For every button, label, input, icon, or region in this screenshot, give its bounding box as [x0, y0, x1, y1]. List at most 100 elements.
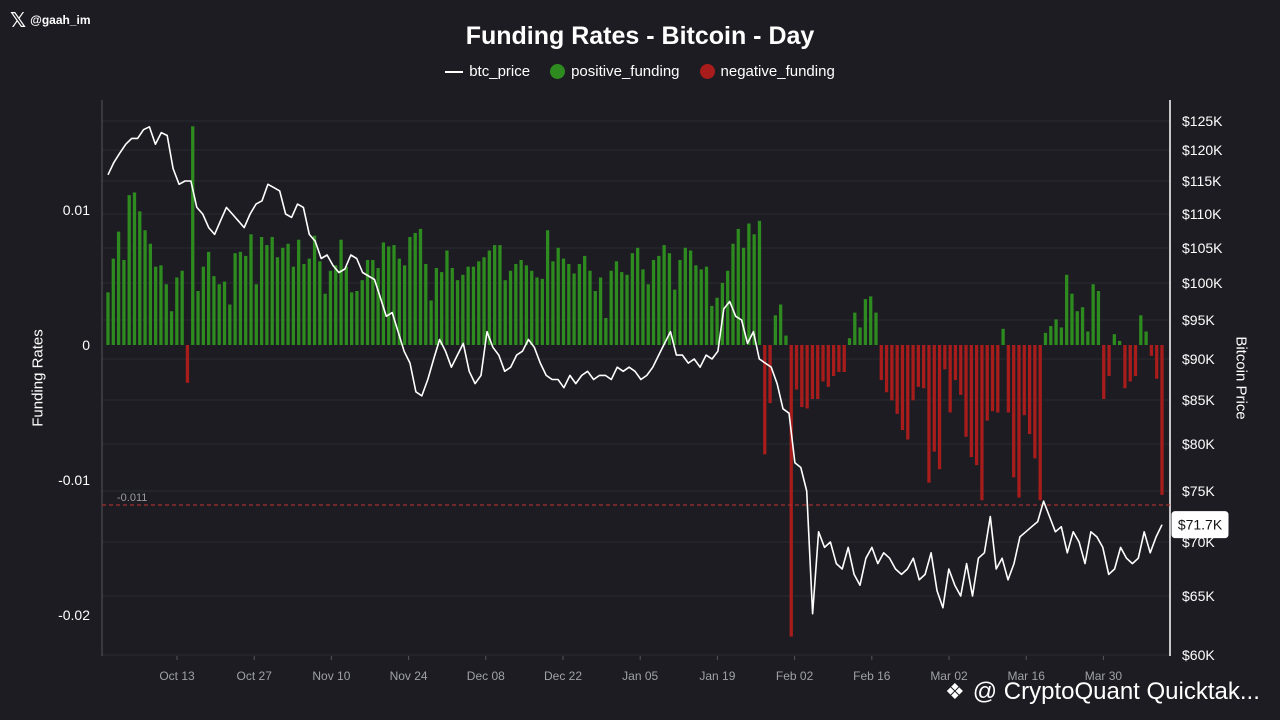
positive-funding-bar — [244, 255, 248, 345]
positive-funding-bar — [1091, 284, 1095, 345]
negative-funding-bar — [826, 345, 830, 387]
negative-funding-bar — [831, 345, 836, 377]
positive-funding-bar — [477, 261, 481, 345]
positive-funding-bar — [297, 239, 301, 345]
negative-funding-bar — [943, 345, 947, 370]
positive-funding-bar — [651, 259, 656, 345]
positive-funding-bar — [106, 292, 110, 345]
x-tick-label: Oct 27 — [237, 669, 273, 683]
positive-funding-bar — [1001, 328, 1005, 345]
left-tick-label: -0.02 — [58, 607, 90, 623]
negative-funding-bar — [953, 345, 958, 381]
x-tick-label: Oct 13 — [159, 669, 195, 683]
right-tick-label: $115K — [1182, 173, 1222, 189]
positive-funding-bar — [445, 250, 449, 345]
positive-funding-bar — [593, 291, 597, 345]
positive-funding-bar — [1117, 340, 1122, 345]
negative-funding-bar — [1012, 345, 1016, 478]
positive-funding-bar — [641, 269, 645, 345]
positive-funding-bar — [1059, 327, 1064, 345]
positive-funding-bar — [503, 280, 507, 345]
positive-funding-bar — [1043, 332, 1048, 345]
positive-funding-bar — [530, 270, 534, 345]
positive-funding-bar — [609, 270, 613, 345]
legend-item-btc-price[interactable]: btc_price — [445, 63, 530, 80]
negative-funding-bar — [1107, 345, 1111, 377]
positive-funding-bar — [482, 257, 486, 345]
positive-funding-bar — [275, 257, 280, 345]
positive-funding-bar — [138, 211, 142, 345]
positive-funding-bar — [493, 245, 497, 345]
negative-funding-bar — [890, 345, 894, 401]
positive-funding-bar — [334, 265, 338, 345]
positive-funding-bar — [392, 245, 396, 345]
left-tick-label: -0.01 — [58, 472, 90, 488]
x-tick-label: Jan 19 — [699, 669, 735, 683]
author-handle-text: @gaah_im — [30, 13, 91, 27]
positive-funding-bar — [773, 315, 777, 345]
positive-funding-bar — [376, 268, 380, 345]
positive-funding-bar — [450, 268, 454, 345]
positive-funding-bar — [614, 261, 619, 345]
positive-funding-bar — [847, 338, 852, 345]
right-tick-label: $110K — [1182, 206, 1222, 222]
negative-funding-bar — [916, 345, 921, 387]
negative-funding-bar — [1027, 345, 1032, 435]
positive-funding-bar — [863, 299, 868, 345]
negative-funding-bar — [964, 345, 968, 437]
positive-funding-bar — [710, 305, 714, 345]
right-tick-label: $95K — [1182, 312, 1215, 328]
x-tick-label: Jan 05 — [622, 669, 658, 683]
positive-funding-bar — [397, 258, 401, 345]
positive-funding-bar — [1139, 315, 1143, 345]
legend-label-btc-price: btc_price — [469, 63, 531, 80]
negative-funding-bar — [990, 345, 995, 412]
positive-funding-bar — [625, 274, 629, 345]
negative-funding-bar — [927, 345, 931, 483]
btc-price-line — [107, 126, 1163, 615]
right-tick-label: $75K — [1182, 483, 1215, 499]
positive-funding-bar — [381, 242, 386, 345]
positive-funding-bar — [588, 270, 592, 345]
positive-funding-bar — [212, 276, 216, 345]
negative-funding-bar — [1160, 345, 1164, 495]
negative-funding-bar — [1155, 345, 1159, 379]
positive-funding-bar — [567, 264, 571, 345]
binance-diamond-icon: ❖ — [945, 679, 965, 704]
x-tick-label: Nov 24 — [390, 669, 428, 683]
positive-funding-bar — [545, 230, 550, 345]
positive-funding-bar — [752, 234, 756, 345]
positive-funding-bar — [673, 289, 677, 345]
positive-funding-bar — [688, 250, 693, 345]
positive-funding-bar — [159, 265, 163, 345]
positive-funding-bar — [620, 272, 624, 345]
negative-funding-bar — [816, 345, 820, 399]
positive-funding-bar — [853, 312, 857, 345]
x-logo-icon: 𝕏 — [10, 8, 27, 32]
positive-funding-bar — [667, 253, 672, 345]
negative-funding-bar — [789, 345, 793, 637]
legend-item-negative-funding[interactable]: negative_funding — [699, 63, 835, 80]
legend-item-positive-funding[interactable]: positive_funding — [550, 63, 680, 80]
positive-funding-bar — [514, 264, 518, 345]
positive-funding-bar — [455, 280, 460, 345]
negative-funding-bar — [1128, 345, 1132, 382]
positive-funding-bar — [779, 304, 783, 345]
positive-funding-bar — [344, 266, 348, 345]
positive-funding-bar — [339, 239, 343, 345]
left-tick-label: 0 — [82, 337, 90, 353]
negative-funding-bar — [895, 345, 899, 414]
positive-funding-bar — [726, 270, 730, 345]
chart-legend: btc_price positive_funding negative_fund… — [0, 63, 1280, 80]
positive-funding-bar — [281, 247, 285, 345]
positive-funding-bar — [440, 272, 444, 345]
right-tick-label: $100K — [1182, 275, 1223, 291]
negative-funding-bar — [185, 345, 190, 383]
negative-funding-bar — [837, 345, 841, 372]
positive-funding-bar — [291, 266, 296, 345]
positive-funding-bar — [1075, 311, 1079, 345]
positive-funding-bar — [355, 291, 359, 345]
positive-funding-bar — [461, 274, 465, 345]
positive-funding-bar — [556, 247, 560, 345]
threshold-label: -0.011 — [117, 492, 147, 504]
